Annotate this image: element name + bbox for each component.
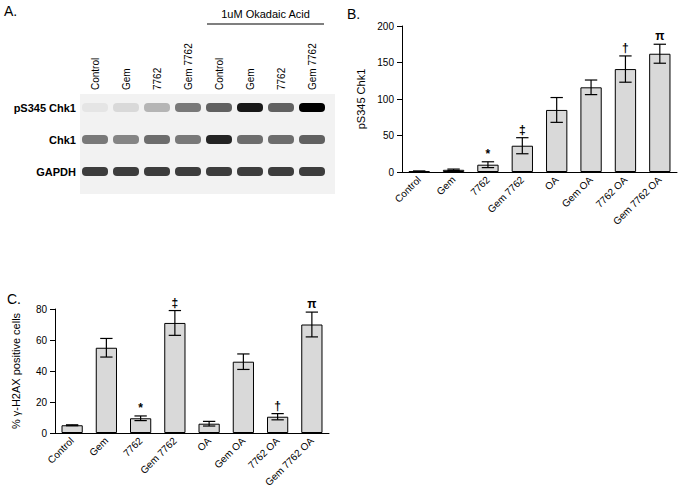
svg-text:B.: B. — [347, 6, 360, 22]
svg-text:7762: 7762 — [121, 435, 145, 459]
svg-text:50: 50 — [383, 130, 395, 141]
svg-text:†: † — [274, 399, 281, 413]
svg-text:Gem 7762: Gem 7762 — [307, 43, 318, 90]
svg-text:Control: Control — [214, 58, 225, 90]
svg-text:0: 0 — [41, 428, 47, 439]
svg-text:80: 80 — [36, 304, 48, 315]
svg-text:pS345 Chk1: pS345 Chk1 — [355, 69, 367, 130]
svg-text:40: 40 — [36, 366, 48, 377]
svg-text:‡: ‡ — [519, 123, 526, 137]
svg-text:100: 100 — [377, 94, 394, 105]
svg-text:π: π — [307, 297, 316, 311]
svg-text:Gem: Gem — [121, 68, 132, 90]
svg-text:Gem: Gem — [87, 435, 110, 458]
svg-text:OA: OA — [543, 174, 561, 192]
svg-text:π: π — [655, 29, 664, 43]
svg-text:Gem 7762: Gem 7762 — [485, 174, 526, 215]
svg-text:7762: 7762 — [276, 67, 287, 90]
svg-text:Gem 7762 OA: Gem 7762 OA — [611, 174, 664, 227]
svg-text:Gem OA: Gem OA — [560, 174, 595, 209]
svg-text:†: † — [622, 41, 629, 55]
svg-text:% γ-H2AX positive cells: % γ-H2AX positive cells — [10, 312, 22, 429]
svg-text:0: 0 — [388, 167, 394, 178]
svg-text:7762: 7762 — [152, 67, 163, 90]
svg-text:Control: Control — [45, 435, 76, 466]
svg-text:1uM Okadaic Acid: 1uM Okadaic Acid — [221, 8, 310, 20]
svg-text:Gem: Gem — [245, 68, 256, 90]
svg-text:150: 150 — [377, 57, 394, 68]
svg-text:Control: Control — [393, 174, 424, 205]
svg-text:Gem 7762 OA: Gem 7762 OA — [263, 435, 316, 488]
svg-text:A.: A. — [4, 3, 17, 19]
svg-text:Control: Control — [90, 58, 101, 90]
svg-text:200: 200 — [377, 21, 394, 32]
svg-text:Gem OA: Gem OA — [212, 435, 247, 470]
svg-text:‡: ‡ — [172, 296, 179, 310]
svg-text:Gem 7762: Gem 7762 — [138, 435, 179, 476]
svg-text:GAPDH: GAPDH — [36, 166, 76, 178]
svg-text:Gem: Gem — [434, 174, 457, 197]
svg-text:Chk1: Chk1 — [49, 134, 76, 146]
svg-text:7762 OA: 7762 OA — [594, 174, 630, 210]
svg-text:*: * — [486, 147, 491, 161]
svg-text:20: 20 — [36, 397, 48, 408]
svg-text:7762: 7762 — [468, 174, 492, 198]
svg-text:*: * — [138, 401, 143, 415]
svg-text:OA: OA — [195, 435, 213, 453]
svg-text:60: 60 — [36, 335, 48, 346]
svg-text:C.: C. — [7, 291, 21, 307]
svg-text:Gem 7762: Gem 7762 — [183, 43, 194, 90]
svg-text:pS345 Chk1: pS345 Chk1 — [14, 102, 76, 114]
